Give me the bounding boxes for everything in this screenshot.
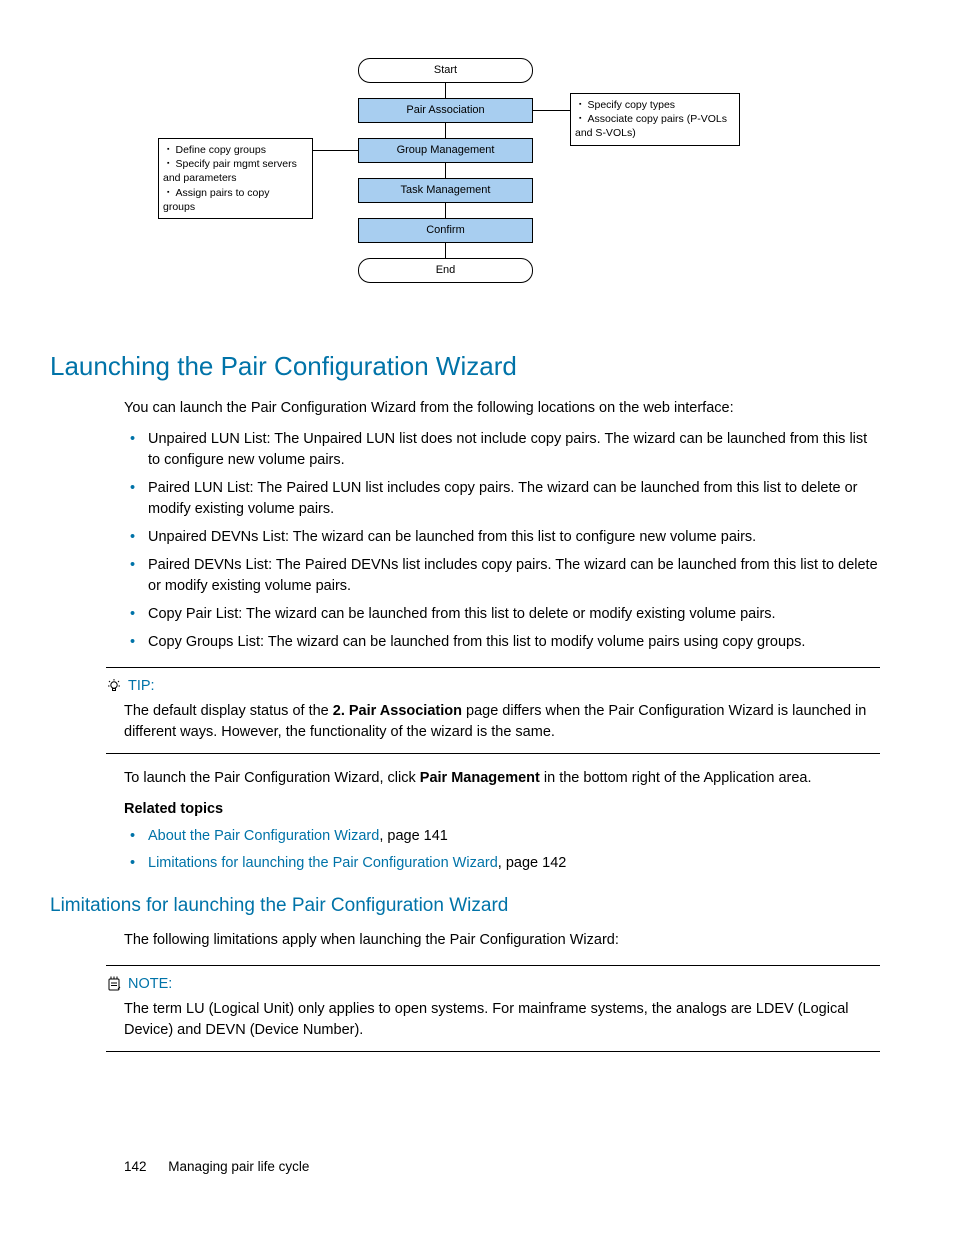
flow-connector [445, 243, 446, 258]
flow-connector [445, 123, 446, 138]
flow-node-start: Start [358, 58, 533, 83]
list-item: Unpaired DEVNs List: The wizard can be l… [148, 527, 880, 548]
note-label: NOTE: [124, 974, 880, 995]
related-link[interactable]: About the Pair Configuration Wizard [148, 828, 379, 844]
related-topics-heading: Related topics [124, 799, 880, 820]
flow-callout-connector [533, 110, 570, 111]
note-icon [106, 976, 122, 992]
list-item: Paired LUN List: The Paired LUN list inc… [148, 478, 880, 520]
footer-title: Managing pair life cycle [168, 1159, 309, 1174]
callout-item: Associate copy pairs (P-VOLs and S-VOLs) [575, 112, 731, 140]
list-item: Copy Pair List: The wizard can be launch… [148, 604, 880, 625]
list-item: Copy Groups List: The wizard can be laun… [148, 632, 880, 653]
related-link-item: About the Pair Configuration Wizard, pag… [148, 826, 880, 847]
flow-connector [445, 83, 446, 98]
callout-item: Specify copy types [575, 98, 731, 112]
intro-paragraph: You can launch the Pair Configuration Wi… [124, 398, 880, 419]
launch-instruction: To launch the Pair Configuration Wizard,… [124, 768, 880, 789]
tip-text: The default display status of the 2. Pai… [124, 701, 880, 743]
limitations-intro: The following limitations apply when lau… [124, 930, 880, 951]
related-link-item: Limitations for launching the Pair Confi… [148, 853, 880, 874]
flow-connector [445, 163, 446, 178]
note-text: The term LU (Logical Unit) only applies … [124, 999, 880, 1041]
lightbulb-icon [106, 678, 122, 694]
section-heading-launching: Launching the Pair Configuration Wizard [50, 348, 880, 386]
section-heading-limitations: Limitations for launching the Pair Confi… [50, 892, 880, 920]
document-page: Start Pair Association Group Management … [0, 0, 954, 1106]
callout-item: Assign pairs to copy groups [163, 186, 304, 214]
locations-list: Unpaired LUN List: The Unpaired LUN list… [148, 429, 880, 653]
list-item: Paired DEVNs List: The Paired DEVNs list… [148, 555, 880, 597]
tip-callout: TIP: The default display status of the 2… [106, 667, 880, 754]
note-callout: NOTE: The term LU (Logical Unit) only ap… [106, 965, 880, 1052]
flow-callout-connector [313, 150, 358, 151]
related-link[interactable]: Limitations for launching the Pair Confi… [148, 855, 498, 871]
tip-label: TIP: [124, 676, 880, 697]
related-topics-list: About the Pair Configuration Wizard, pag… [148, 826, 880, 874]
flow-node-confirm: Confirm [358, 218, 533, 243]
callout-item: Specify pair mgmt servers and parameters [163, 157, 304, 185]
flow-node-group-management: Group Management [358, 138, 533, 163]
flow-callout-right: Specify copy types Associate copy pairs … [570, 93, 740, 146]
flow-node-task-management: Task Management [358, 178, 533, 203]
flow-callout-left: Define copy groups Specify pair mgmt ser… [158, 138, 313, 219]
wizard-flowchart: Start Pair Association Group Management … [100, 58, 880, 318]
flow-node-pair-association: Pair Association [358, 98, 533, 123]
flow-connector [445, 203, 446, 218]
list-item: Unpaired LUN List: The Unpaired LUN list… [148, 429, 880, 471]
page-footer: 142 Managing pair life cycle [124, 1157, 309, 1177]
callout-item: Define copy groups [163, 143, 304, 157]
flow-node-end: End [358, 258, 533, 283]
page-number: 142 [124, 1159, 147, 1174]
